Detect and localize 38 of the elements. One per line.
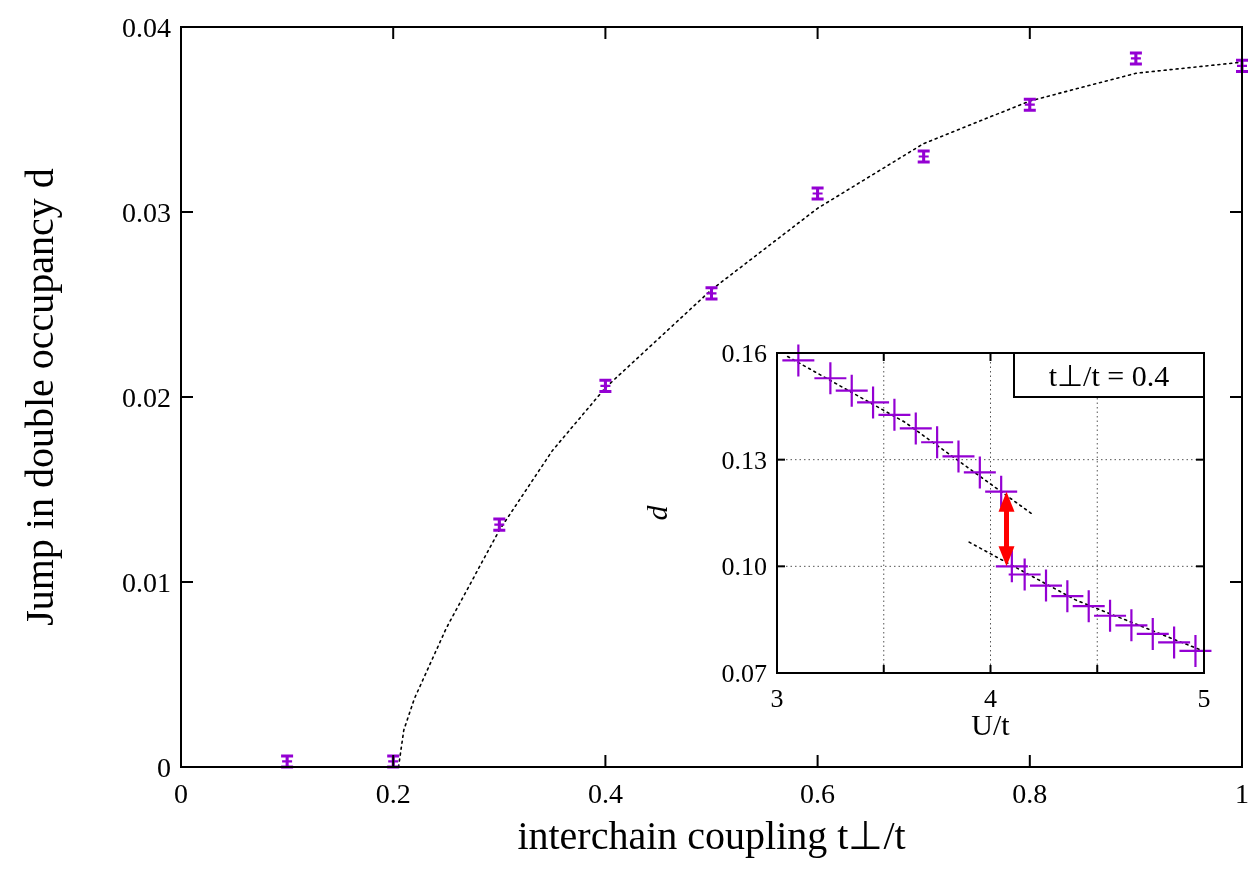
y-tick-label: 0.16 [721,339,767,369]
y-tick-label: 0.10 [721,552,767,582]
x-tick-label: 0.8 [1012,778,1048,809]
point [878,398,911,431]
y-axis-title: d [640,504,673,521]
point [835,374,868,407]
y-tick-label: 0.13 [721,445,767,475]
point [857,386,890,419]
point [1072,590,1105,623]
point [1030,569,1063,602]
point [1179,634,1212,667]
y-tick-label: 0.01 [122,566,171,598]
y-tick-label: 0 [157,751,171,783]
x-axis-title: interchain coupling t⊥/t [517,813,906,858]
x-tick-label: 0.2 [375,778,411,809]
point [942,440,975,473]
y-tick-label: 0.02 [122,381,171,413]
x-tick-label: 0.4 [587,778,623,809]
x-tick-label: 3 [770,684,784,713]
x-tick-label: 5 [1197,684,1211,713]
point [1008,558,1041,591]
point [1158,626,1191,659]
point [899,412,932,445]
annotation: t⊥/t = 0.4 [1048,358,1170,392]
point [814,362,847,395]
x-tick-label: 1 [1235,778,1249,809]
point [921,426,954,459]
x-tick-label: 0.6 [800,778,836,809]
y-tick-label: 0.04 [122,11,171,43]
point [1051,580,1084,613]
y-tick-label: 0.07 [721,659,767,689]
point [1094,599,1127,632]
y-axis-title: Jump in double occupancy d [17,168,62,626]
point [782,344,815,377]
point [1136,617,1169,650]
point [963,456,996,489]
point [1115,609,1148,642]
y-tick-label: 0.03 [122,196,171,228]
